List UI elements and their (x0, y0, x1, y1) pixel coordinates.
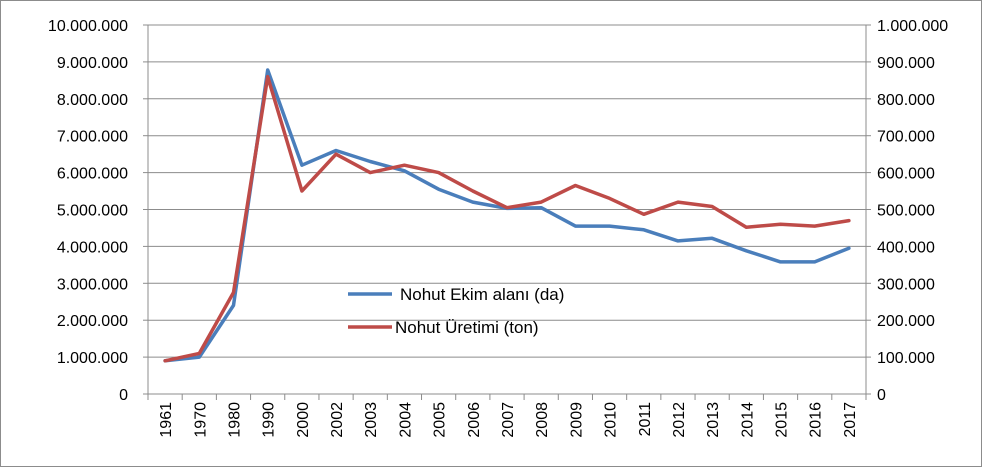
x-tick-label: 2004 (397, 402, 414, 438)
x-tick-label: 2017 (842, 402, 859, 438)
x-tick-label: 1990 (261, 402, 278, 438)
legend-label: Nohut Ekim alanı (da) (400, 285, 564, 304)
legend-label: Nohut Üretimi (ton) (395, 318, 539, 337)
x-tick-label: 1980 (226, 402, 243, 438)
right-tick-label: 600.000 (877, 166, 935, 183)
series-lines (163, 68, 851, 363)
x-tick-label: 2011 (637, 402, 654, 437)
x-tick-label: 2006 (466, 402, 483, 438)
x-tick-label: 2009 (568, 402, 585, 438)
x-tick-label: 2015 (774, 402, 791, 438)
left-tick-label: 2.000.000 (57, 313, 128, 330)
x-tick-label: 2014 (739, 402, 756, 438)
left-tick-label: 6.000.000 (57, 166, 128, 183)
x-tick-label: 2000 (295, 402, 312, 438)
left-tick-label: 9.000.000 (57, 55, 128, 72)
x-tick-label: 2003 (363, 402, 380, 438)
left-tick-label: 5.000.000 (57, 203, 128, 220)
right-tick-label: 800.000 (877, 92, 935, 109)
gridlines (148, 24, 866, 358)
x-tick-label: 1970 (192, 402, 209, 438)
x-axis-ticks: 1961 1970 1980 1990 2000 2002 2003 2004 2005 2006… (158, 402, 859, 438)
x-tick-label: 1961 (158, 402, 175, 438)
left-y-axis-ticks: 0 1.000.000 2.000.000 3.000.000 4.000.000 5.0… (48, 18, 128, 404)
x-tick-label: 2016 (808, 402, 825, 438)
right-tick-label: 900.000 (877, 55, 935, 72)
x-tick-label: 2010 (603, 402, 620, 438)
right-tick-label: 400.000 (877, 239, 935, 256)
right-tick-label: 0 (877, 387, 886, 404)
left-tick-label: 4.000.000 (57, 239, 128, 256)
axes (143, 24, 871, 400)
right-tick-label: 500.000 (877, 203, 935, 220)
x-tick-label: 2013 (705, 402, 722, 438)
x-tick-label: 2005 (432, 402, 449, 438)
left-tick-label: 10.000.000 (48, 18, 128, 35)
x-tick-label: 2007 (500, 402, 517, 438)
left-tick-label: 3.000.000 (57, 276, 128, 293)
legend: Nohut Ekim alanı (da) Nohut Üretimi (ton) (348, 285, 564, 337)
left-tick-label: 8.000.000 (57, 92, 128, 109)
x-tick-label: 2008 (534, 402, 551, 438)
left-tick-label: 0 (119, 387, 128, 404)
right-y-axis-ticks: 0 100.000 200.000 300.000 400.000 500.000 600.… (877, 18, 948, 404)
right-tick-label: 700.000 (877, 129, 935, 146)
left-tick-label: 7.000.000 (57, 129, 128, 146)
x-tick-label: 2012 (671, 402, 688, 438)
right-tick-label: 200.000 (877, 313, 935, 330)
right-tick-label: 1.000.000 (877, 18, 948, 35)
left-tick-label: 1.000.000 (57, 350, 128, 367)
x-tick-label: 2002 (329, 402, 346, 438)
right-tick-label: 100.000 (877, 350, 935, 367)
series-line (163, 74, 851, 363)
right-tick-label: 300.000 (877, 276, 935, 293)
